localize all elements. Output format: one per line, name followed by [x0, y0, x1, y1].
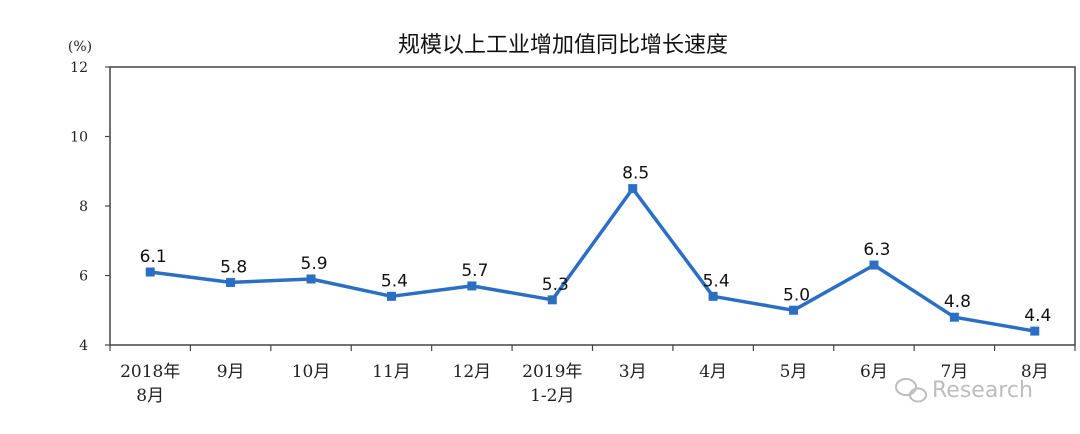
x-tick-label: 7月 — [940, 362, 968, 382]
data-point — [226, 277, 236, 287]
y-tick-label: 12 — [70, 60, 88, 76]
data-point — [869, 260, 879, 270]
x-tick-label: 2019年 — [522, 362, 582, 382]
data-point — [386, 291, 396, 301]
x-tick-label: 8月 — [1021, 362, 1049, 382]
x-tick-label: 11月 — [372, 362, 411, 382]
data-point — [547, 295, 557, 305]
y-axis-ticks: 4 6 8 10 12 — [70, 60, 110, 354]
data-point — [467, 281, 477, 291]
data-point — [949, 312, 959, 322]
data-label: 4.4 — [1024, 306, 1051, 326]
data-label: 4.8 — [944, 292, 971, 312]
data-label: 6.3 — [863, 240, 890, 260]
data-label: 5.4 — [381, 271, 408, 291]
data-label: 5.7 — [461, 261, 488, 281]
watermark-text: Research — [932, 378, 1033, 403]
x-tick-label: 2018年 — [120, 362, 180, 382]
x-tick-label: 1-2月 — [530, 386, 574, 406]
y-tick-label: 8 — [79, 199, 88, 215]
data-point — [628, 184, 638, 194]
series-markers — [145, 184, 1040, 336]
x-tick-label: 3月 — [619, 362, 647, 382]
wechat-icon — [895, 378, 927, 403]
x-tick-label: 5月 — [780, 362, 808, 382]
data-label: 8.5 — [622, 164, 649, 184]
x-axis-ticks: 2018年 8月 9月 10月 11月 12月 2019年 1-2月 3月 4月 5月 6月 7月 8月 — [109, 345, 1076, 406]
watermark: Research — [895, 378, 1033, 403]
data-point — [145, 267, 155, 277]
data-labels: 6.1 5.8 5.9 5.4 5.7 5.3 8.5 5.4 5.0 6.3 4.8 4.4 — [140, 164, 1052, 326]
x-tick-label: 8月 — [136, 386, 164, 406]
data-label: 5.9 — [301, 254, 328, 274]
data-point — [1030, 326, 1040, 336]
x-tick-label: 9月 — [217, 362, 245, 382]
series-line — [149, 186, 1036, 333]
y-tick-label: 6 — [79, 269, 88, 285]
data-label: 5.8 — [220, 257, 247, 277]
y-tick-label: 4 — [79, 338, 88, 354]
data-point — [789, 305, 799, 315]
x-tick-label: 4月 — [699, 362, 727, 382]
data-point — [708, 291, 718, 301]
data-point — [306, 274, 316, 284]
y-axis-unit: (%) — [68, 39, 92, 55]
x-tick-label: 12月 — [453, 362, 492, 382]
data-label: 5.3 — [542, 275, 569, 295]
x-tick-label: 10月 — [292, 362, 331, 382]
data-label: 6.1 — [140, 247, 167, 267]
x-tick-label: 6月 — [860, 362, 888, 382]
y-tick-label: 10 — [70, 130, 88, 146]
data-label: 5.4 — [703, 271, 730, 291]
chart-title: 规模以上工业增加值同比增长速度 — [398, 33, 728, 58]
data-label: 5.0 — [783, 285, 810, 305]
